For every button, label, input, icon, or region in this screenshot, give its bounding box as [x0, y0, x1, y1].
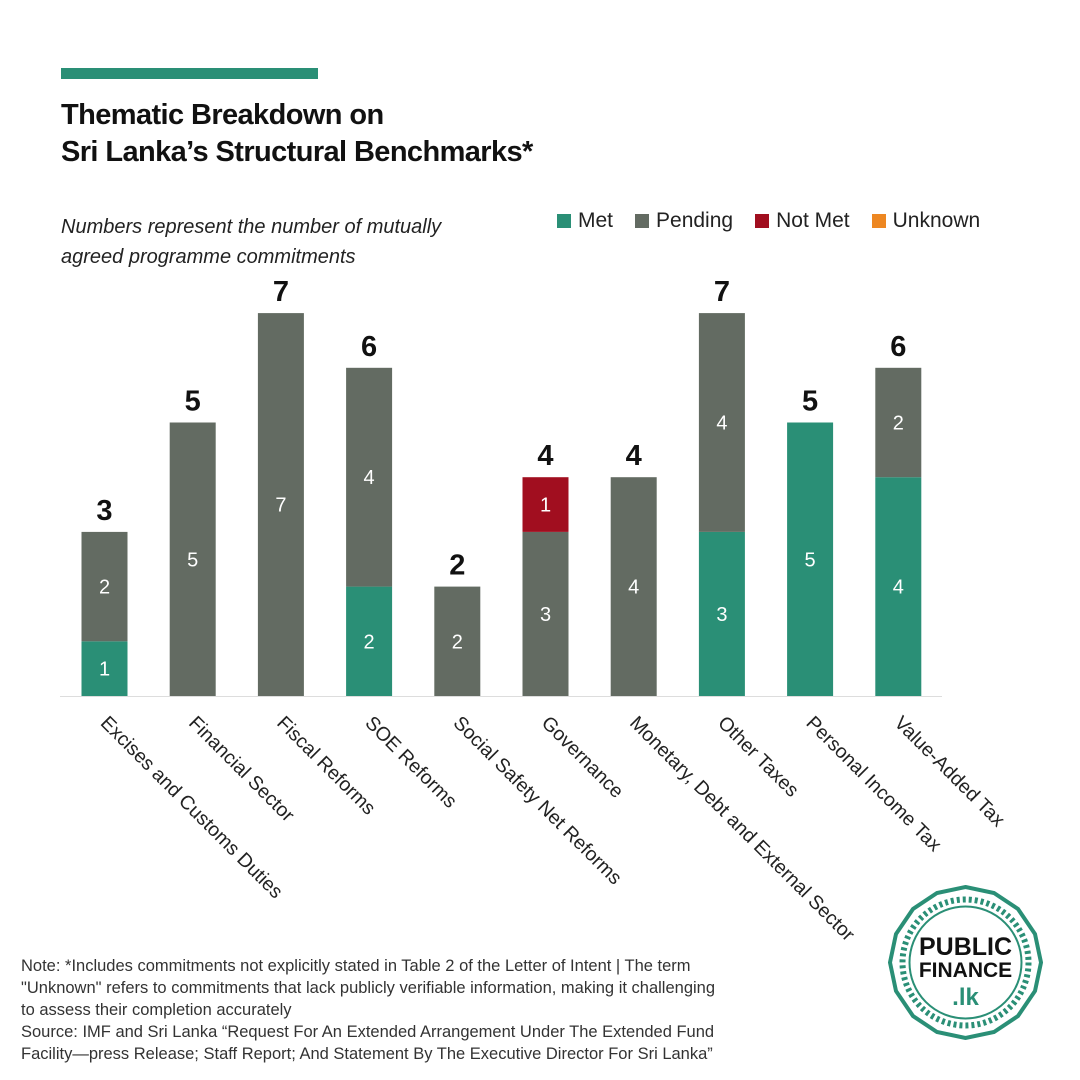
bar-other-taxes-met: [698, 531, 745, 696]
total-label-excises-and-customs-duties: 3: [96, 495, 112, 527]
logo-text-lk: .lk: [952, 984, 979, 1011]
public-finance-logo: PUBLIC FINANCE .lk: [888, 885, 1043, 1040]
x-tick-label-governance: Governance: [537, 712, 628, 803]
legend-label-not-met: Not Met: [776, 209, 850, 232]
data-label-fiscal-reforms-pending: 7: [275, 495, 286, 517]
data-label-governance-not-met: 1: [540, 495, 551, 517]
data-label-monetary-debt-and-external-sector-pending: 4: [628, 577, 639, 599]
data-label-soe-reforms-met: 2: [364, 631, 375, 653]
logo-pattern-ring: [899, 896, 1032, 1029]
chart-legend: Met Pending Not Met Unknown: [557, 209, 980, 233]
legend-item-unknown: Unknown: [871, 209, 981, 233]
total-label-monetary-debt-and-external-sector: 4: [626, 440, 642, 472]
x-tick-label-other-taxes: Other Taxes: [713, 712, 803, 802]
total-label-governance: 4: [537, 440, 553, 472]
legend-label-met: Met: [578, 209, 614, 232]
chart-subtitle-line-2: agreed programme commitments: [61, 246, 356, 268]
footnote: Note: *Includes commitments not explicit…: [21, 955, 811, 1065]
data-label-other-taxes-met: 3: [716, 604, 727, 626]
x-tick-label-soe-reforms: SOE Reforms: [361, 712, 462, 813]
logo-text-public: PUBLIC: [919, 933, 1012, 961]
legend-item-met: Met: [557, 209, 613, 233]
logo-inner-ring: [908, 905, 1023, 1020]
bar-governance-pending: [522, 531, 569, 696]
legend-swatch-not-met: [755, 214, 770, 228]
legend-swatch-pending: [635, 214, 650, 228]
total-label-soe-reforms: 6: [361, 331, 377, 363]
data-label-value-added-tax-met: 4: [893, 577, 904, 599]
legend-swatch-unknown: [871, 214, 886, 228]
bar-financial-sector-pending: [169, 422, 216, 696]
footnote-line-1: Note: *Includes commitments not explicit…: [21, 957, 691, 975]
data-label-value-added-tax-pending: 2: [893, 413, 904, 435]
chart-subtitle-line-1: Numbers represent the number of mutually: [61, 216, 442, 238]
data-label-soe-reforms-pending: 4: [364, 467, 375, 489]
data-label-social-safety-net-reforms-pending: 2: [452, 631, 463, 653]
bar-governance-not-met: [522, 477, 569, 532]
bar-soe-reforms-pending: [346, 367, 393, 587]
x-tick-label-social-safety-net-reforms: Social Safety Net Reforms: [449, 712, 626, 889]
logo-text-finance: FINANCE: [919, 959, 1012, 982]
chart-title: Thematic Breakdown on Sri Lanka’s Struct…: [61, 97, 533, 171]
data-label-other-taxes-pending: 4: [716, 413, 727, 435]
legend-label-unknown: Unknown: [892, 209, 981, 232]
source-line-1: Source: IMF and Sri Lanka “Request For A…: [21, 1023, 715, 1041]
legend-item-pending: Pending: [635, 209, 733, 233]
total-label-fiscal-reforms: 7: [273, 276, 289, 308]
total-label-other-taxes: 7: [714, 276, 730, 308]
chart-title-line-2: Sri Lanka’s Structural Benchmarks*: [61, 136, 533, 168]
data-label-governance-pending: 3: [540, 604, 551, 626]
source-line-2: Facility—press Release; Staff Report; An…: [21, 1045, 713, 1063]
bar-excises-and-customs-duties-met: [81, 641, 128, 696]
footnote-line-2: "Unknown" refers to commitments that lac…: [21, 979, 716, 997]
bar-personal-income-tax-met: [787, 422, 834, 696]
data-label-financial-sector-pending: 5: [187, 549, 198, 571]
footnote-line-3: to assess their completion accurately: [21, 1001, 292, 1019]
bar-social-safety-net-reforms-pending: [434, 586, 481, 696]
data-label-personal-income-tax-met: 5: [805, 549, 816, 571]
chart-title-line-1: Thematic Breakdown on: [61, 99, 384, 131]
total-label-personal-income-tax: 5: [802, 386, 818, 418]
bar-monetary-debt-and-external-sector-pending: [610, 477, 657, 696]
total-label-value-added-tax: 6: [890, 331, 906, 363]
bar-fiscal-reforms-pending: [257, 313, 304, 696]
legend-label-pending: Pending: [656, 209, 734, 232]
data-label-excises-and-customs-duties-pending: 2: [99, 577, 110, 599]
x-tick-label-excises-and-customs-duties: Excises and Customs Duties: [96, 712, 287, 903]
total-label-financial-sector: 5: [185, 386, 201, 418]
legend-swatch-met: [557, 214, 571, 228]
total-label-social-safety-net-reforms: 2: [449, 550, 465, 582]
bar-value-added-tax-pending: [875, 367, 922, 478]
bar-soe-reforms-met: [346, 586, 393, 696]
legend-item-not-met: Not Met: [755, 209, 850, 233]
chart-subtitle: Numbers represent the number of mutually…: [61, 212, 481, 272]
bar-value-added-tax-met: [875, 477, 922, 696]
bar-other-taxes-pending: [698, 313, 745, 532]
accent-bar: [61, 68, 318, 79]
bar-excises-and-customs-duties-pending: [81, 531, 128, 642]
data-label-excises-and-customs-duties-met: 1: [99, 659, 110, 681]
